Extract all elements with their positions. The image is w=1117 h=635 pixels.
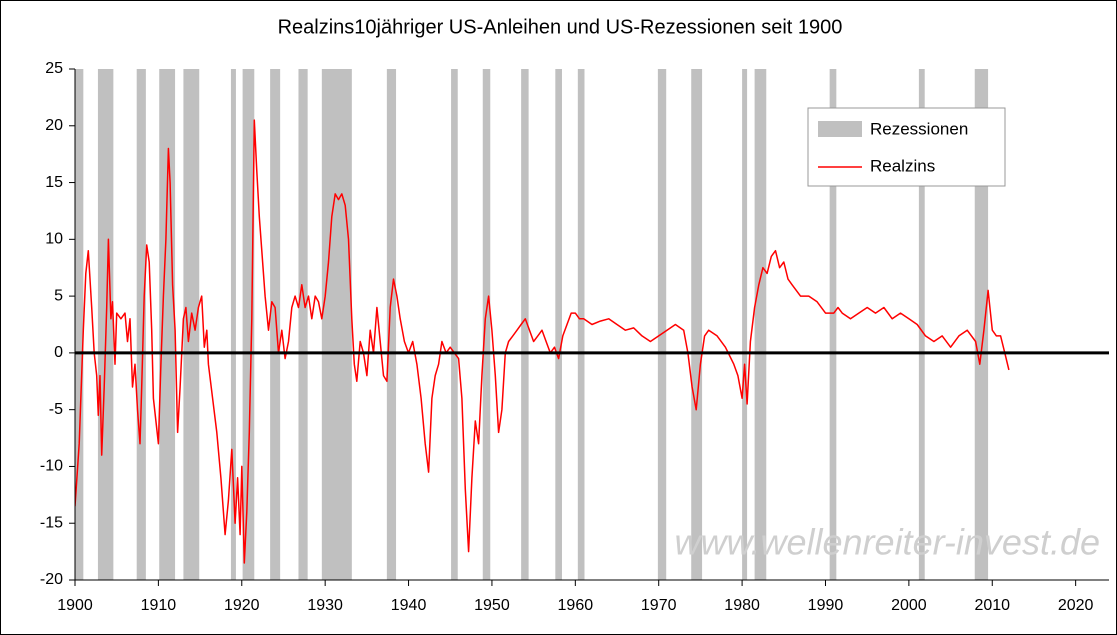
y-tick-label: -10 [40, 458, 63, 475]
y-tick-label: 20 [45, 117, 63, 134]
recession-band [298, 69, 308, 580]
line-series [75, 119, 1010, 564]
recession-band [742, 69, 748, 580]
recession-band [321, 69, 352, 580]
recession-band [829, 69, 837, 580]
recession-band [386, 69, 397, 580]
x-tick-label: 1970 [641, 597, 677, 614]
recession-band [75, 69, 84, 580]
recession-band [691, 69, 703, 580]
y-tick-label: 25 [45, 60, 63, 77]
legend-label: Realzins [870, 156, 935, 175]
legend-swatch [818, 121, 862, 137]
recession-band [230, 69, 236, 580]
recession-band [974, 69, 989, 580]
recession-band [482, 69, 491, 580]
recession-band [918, 69, 925, 580]
recession-band [657, 69, 667, 580]
x-tick-label: 2010 [974, 597, 1010, 614]
recession-band [242, 69, 255, 580]
y-tick-label: 0 [54, 344, 63, 361]
recession-band [159, 69, 176, 580]
legend-label: Rezessionen [870, 119, 968, 138]
x-tick-label: 1940 [391, 597, 427, 614]
recession-band [183, 69, 200, 580]
recession-band [521, 69, 529, 580]
watermark: www.wellenreiter-invest.de [674, 522, 1100, 563]
x-tick-label: 1960 [558, 597, 594, 614]
recession-band [451, 69, 458, 580]
y-tick-label: 5 [54, 287, 63, 304]
y-tick-label: -5 [49, 401, 63, 418]
recession-band [270, 69, 281, 580]
x-tick-label: 1950 [474, 597, 510, 614]
y-tick-label: -20 [40, 571, 63, 588]
y-tick-label: -15 [40, 514, 63, 531]
x-tick-label: 1910 [141, 597, 177, 614]
x-tick-label: 1900 [57, 597, 93, 614]
x-tick-label: 1920 [224, 597, 260, 614]
recession-band [555, 69, 562, 580]
chart-title: Realzins10jähriger US-Anleihen und US-Re… [278, 16, 843, 38]
recession-band [136, 69, 146, 580]
x-tick-label: 1990 [808, 597, 844, 614]
plot-area [75, 69, 1010, 580]
recession-band [754, 69, 767, 580]
x-tick-label: 2000 [891, 597, 927, 614]
y-tick-label: 10 [45, 231, 63, 248]
recession-band [577, 69, 585, 580]
x-tick-label: 2020 [1058, 597, 1094, 614]
x-tick-label: 1930 [307, 597, 343, 614]
x-tick-label: 1980 [724, 597, 760, 614]
y-tick-label: 15 [45, 174, 63, 191]
